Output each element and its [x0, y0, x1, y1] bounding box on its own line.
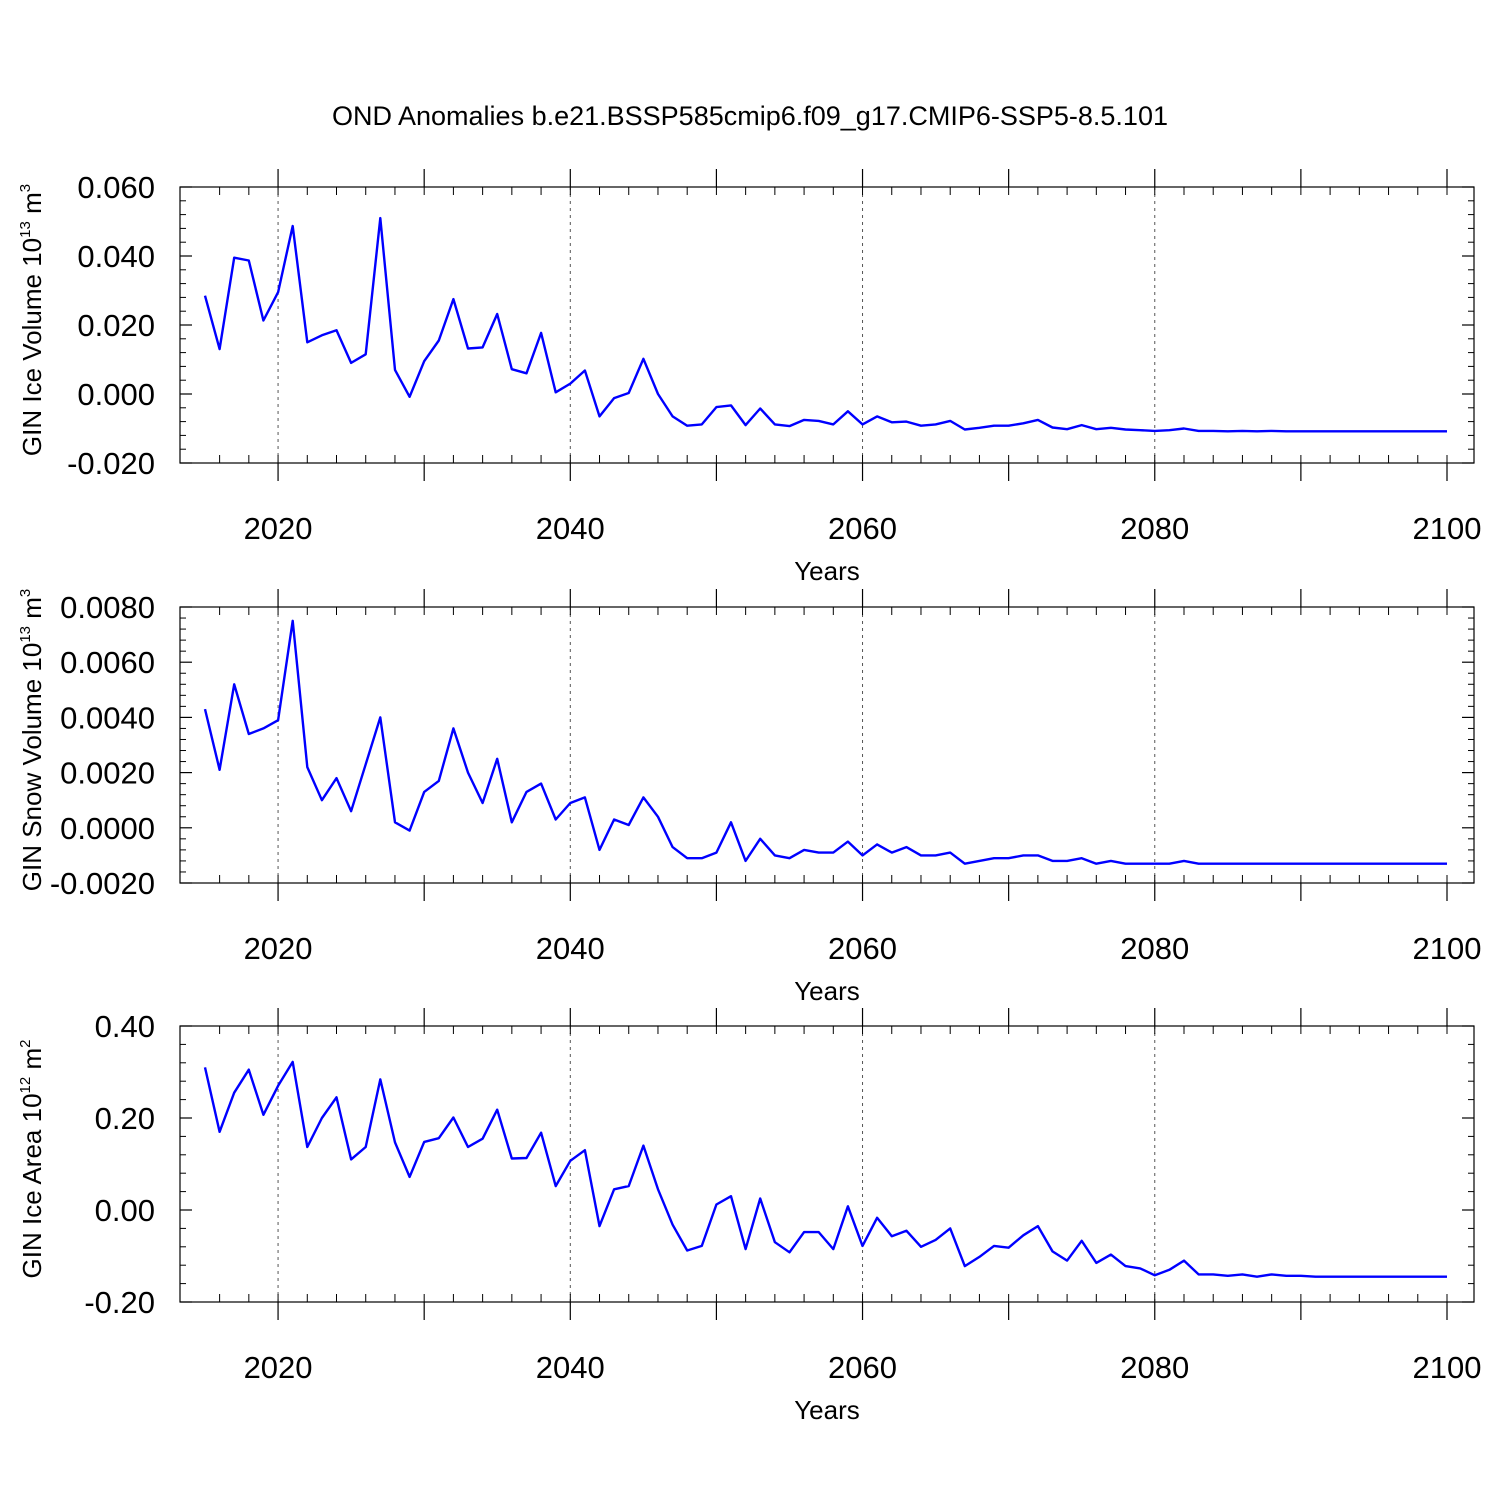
y-tick-label: 0.020	[77, 308, 155, 343]
series-line	[203, 619, 1447, 865]
y-tick-label: 0.00	[95, 1193, 155, 1228]
panel-2: 2020 2040 2060 2080 2100 Years -0.0020 0.0000 0.…	[17, 589, 1481, 1006]
x-tick-label-2100: 2100	[1413, 1350, 1482, 1385]
y-tick-label: 0.000	[77, 377, 155, 412]
x-tick-label-2080: 2080	[1120, 931, 1189, 966]
y-tick-label: -0.20	[84, 1285, 155, 1320]
y-tick-label: 0.0000	[60, 811, 155, 846]
y-axis-title-unit-exp: 3	[17, 184, 34, 192]
y-axis-title-exp: 13	[17, 626, 34, 643]
y-tick-label: -0.0020	[50, 866, 155, 901]
y-tick-label: 0.40	[95, 1009, 155, 1044]
y-axis-title: GIN Ice Volume 1013 m3	[17, 184, 47, 456]
y-axis-title-main: GIN Snow Volume 10	[17, 643, 47, 892]
x-tick-label-2040: 2040	[536, 511, 605, 546]
y-axis-title-unit-exp: 2	[17, 1040, 34, 1048]
y-tick-label: 0.20	[95, 1101, 155, 1136]
y-axis-title: GIN Ice Area 1012 m2	[17, 1040, 47, 1279]
series-line	[203, 216, 1447, 433]
y-axis-title-exp: 12	[17, 1077, 34, 1094]
x-tick-label-2020: 2020	[244, 931, 313, 966]
x-tick-label-2080: 2080	[1120, 1350, 1189, 1385]
x-tick-label-2060: 2060	[828, 1350, 897, 1385]
x-tick-label-2020: 2020	[244, 1350, 313, 1385]
x-axis-title: Years	[794, 976, 860, 1006]
plot-frame	[179, 606, 1475, 884]
y-axis-title-unit: m	[17, 1048, 47, 1077]
x-tick-label-2040: 2040	[536, 1350, 605, 1385]
x-axis-title: Years	[794, 556, 860, 586]
x-axis-title: Years	[794, 1395, 860, 1425]
y-axis-title-unit-exp: 3	[17, 589, 34, 597]
y-tick-label: 0.0040	[60, 700, 155, 735]
x-tick-label-2060: 2060	[828, 511, 897, 546]
y-axis-title: GIN Snow Volume 1013 m3	[17, 589, 47, 892]
x-tick-label-2100: 2100	[1413, 511, 1482, 546]
panel-3: 2020 2040 2060 2080 2100 Years -0.20 0.00 0.20 0.…	[17, 1008, 1481, 1425]
x-tick-label-2080: 2080	[1120, 511, 1189, 546]
panel-1: 2020 2040 2060 2080 2100 Years -0.020 0.000 0.02…	[17, 169, 1481, 586]
plot-frame	[179, 1025, 1475, 1303]
y-axis-title-unit: m	[17, 192, 47, 221]
y-tick-label: 0.0020	[60, 756, 155, 791]
x-tick-label-2060: 2060	[828, 931, 897, 966]
chart-title: OND Anomalies b.e21.BSSP585cmip6.f09_g17…	[332, 101, 1168, 131]
y-axis-title-exp: 13	[17, 221, 34, 238]
y-axis-title-unit: m	[17, 597, 47, 626]
y-tick-label: 0.060	[77, 170, 155, 205]
y-axis-title-main: GIN Ice Area 10	[17, 1093, 47, 1278]
y-axis-title-main: GIN Ice Volume 10	[17, 238, 47, 456]
y-tick-label: -0.020	[67, 446, 155, 481]
x-tick-label-2100: 2100	[1413, 931, 1482, 966]
x-tick-label-2040: 2040	[536, 931, 605, 966]
y-tick-label: 0.0080	[60, 590, 155, 625]
panels: 2020 2040 2060 2080 2100 Years -0.020 0.000 0.02…	[17, 169, 1481, 1425]
y-tick-label: 0.040	[77, 239, 155, 274]
y-tick-label: 0.0060	[60, 645, 155, 680]
x-tick-label-2020: 2020	[244, 511, 313, 546]
series-line	[203, 1060, 1447, 1278]
